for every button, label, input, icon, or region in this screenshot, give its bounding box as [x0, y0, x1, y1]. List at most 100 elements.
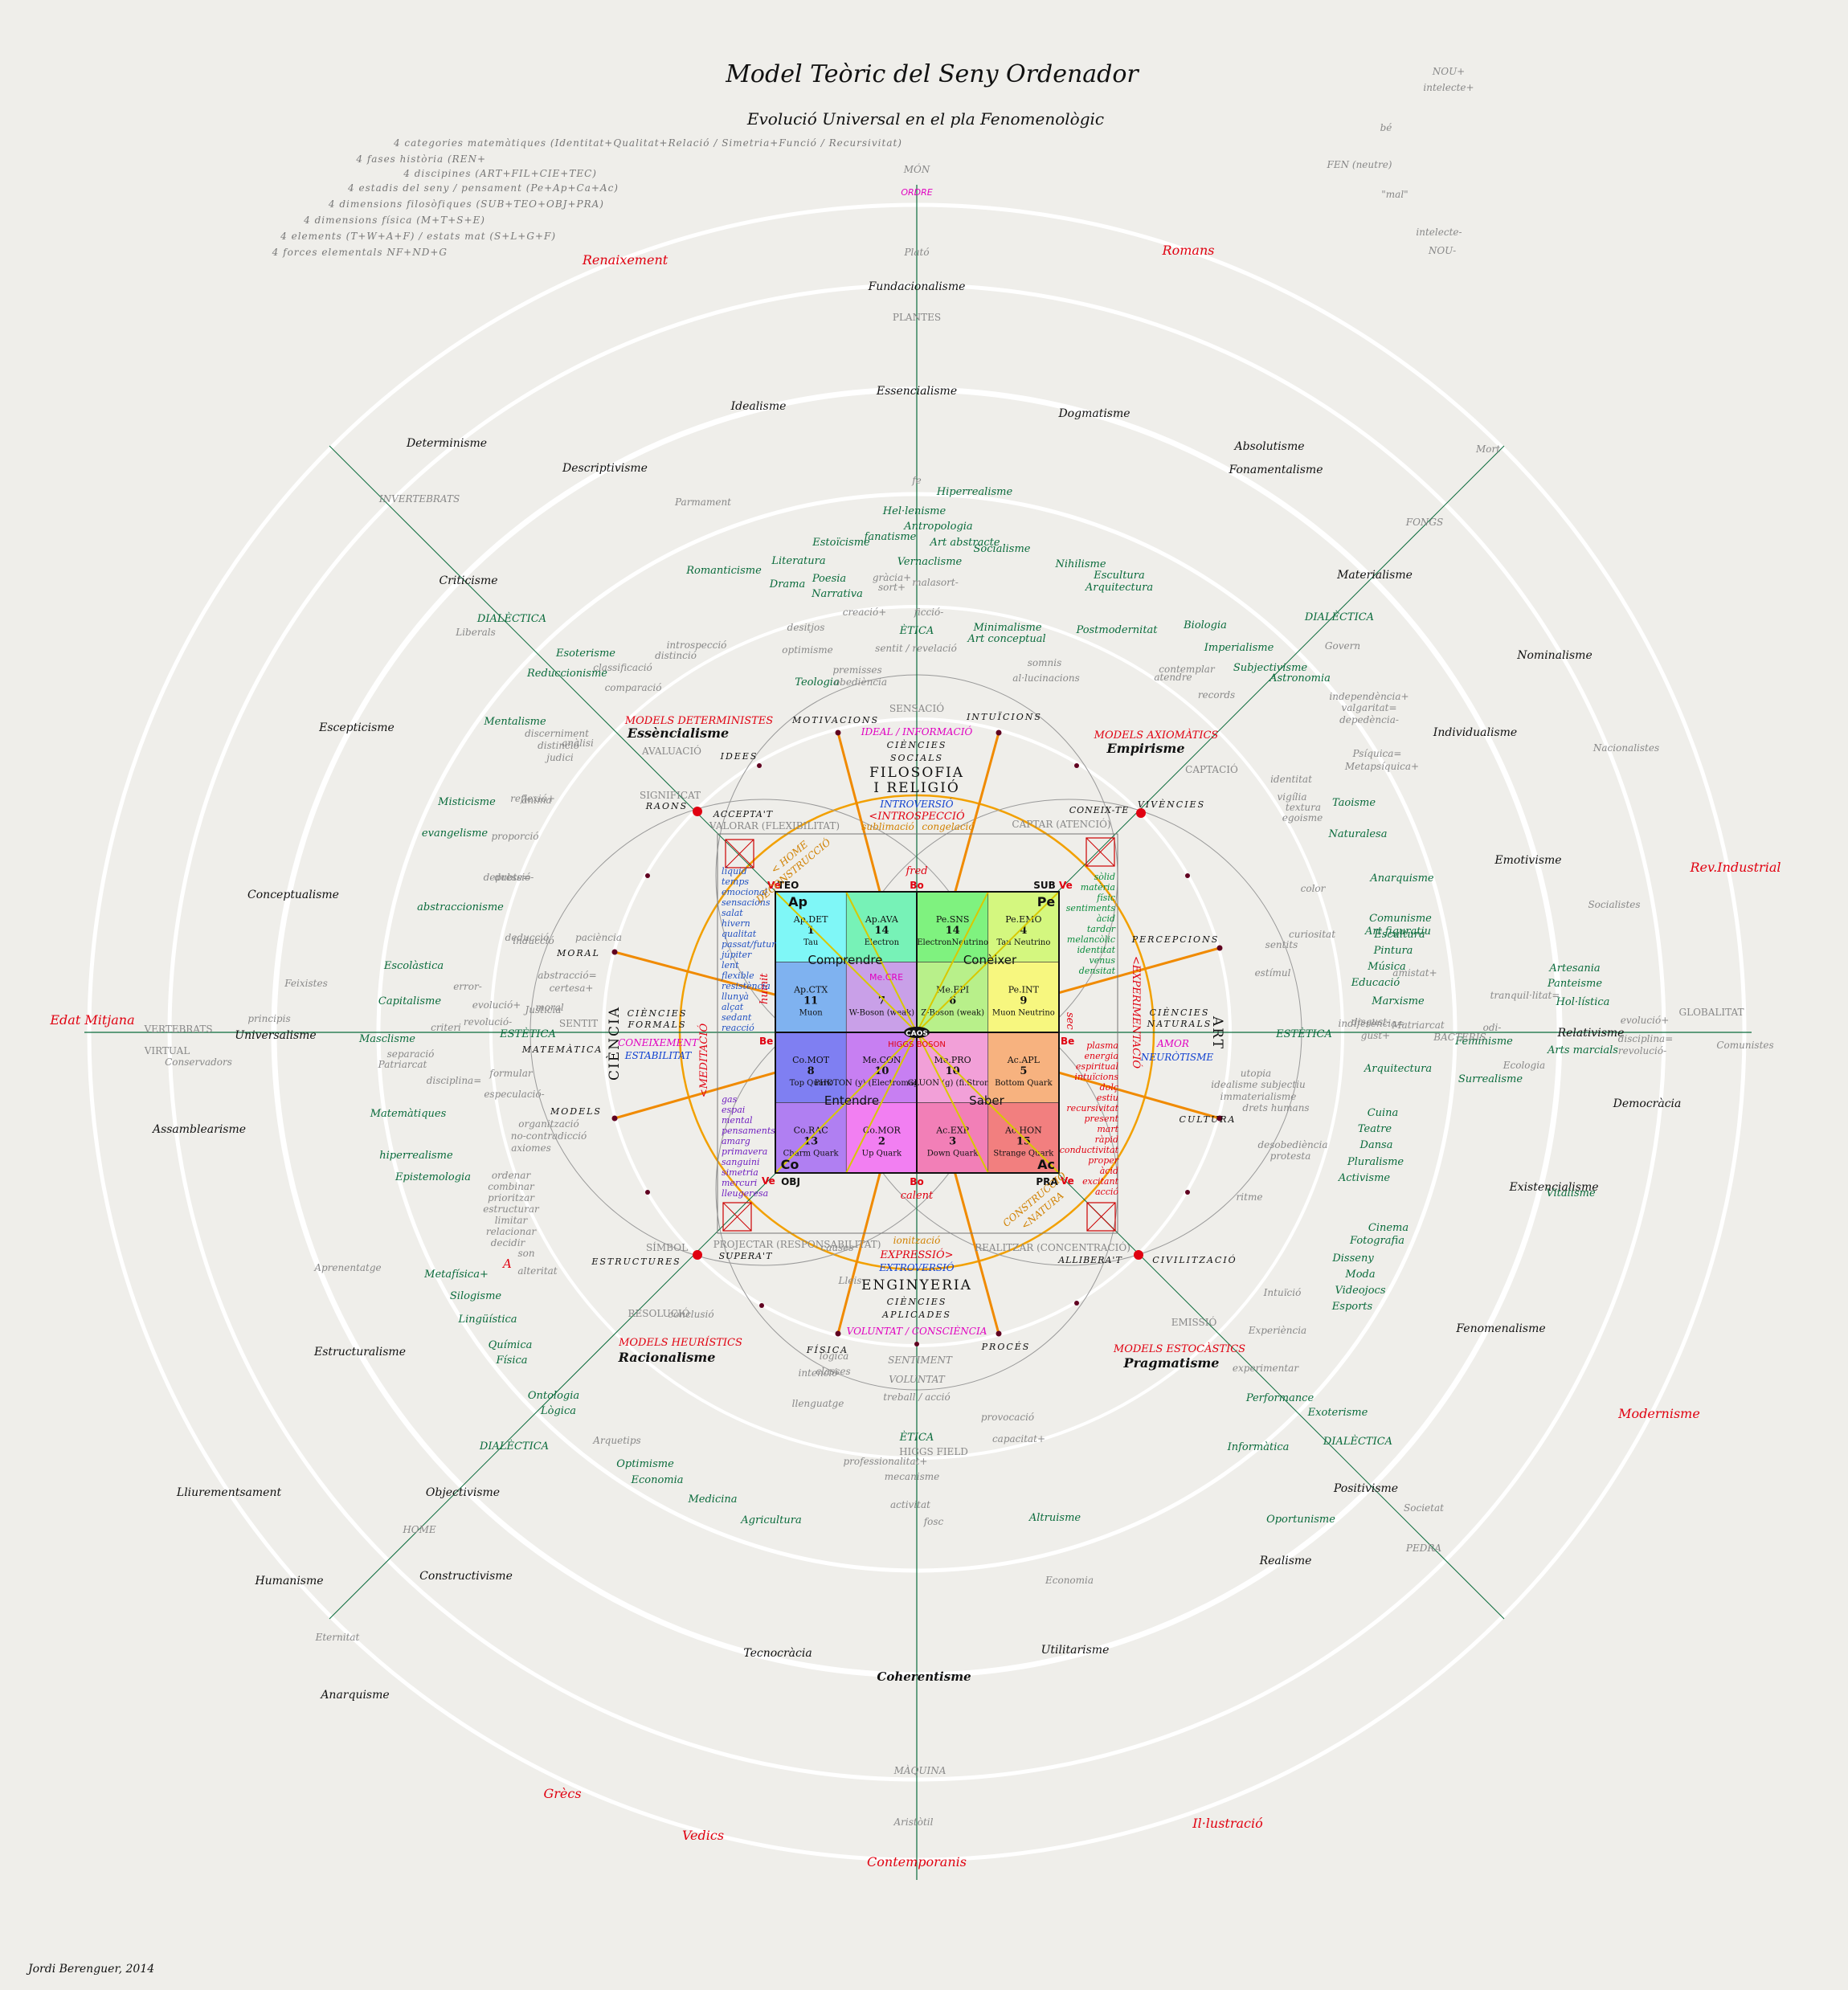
term-label: Hel·lenisme: [882, 505, 946, 517]
cell-code: Co.RAC: [794, 1126, 828, 1136]
philosophy-label: Constructivisme: [419, 1570, 513, 1583]
term-label: Nihilisme: [1054, 558, 1106, 570]
dialectica-label: DIALÈCTICA: [479, 1440, 549, 1453]
ring-label: SENSACIÓ: [889, 701, 944, 714]
term-label: Teatre: [1358, 1123, 1392, 1135]
side-word: qualitat: [722, 929, 757, 939]
state-tag: Ve: [1061, 1175, 1074, 1187]
annotation-label: Lleis: [838, 1275, 862, 1286]
annotation-label: somnis: [1028, 657, 1062, 668]
cell-code: Ap.AVA: [865, 914, 899, 925]
term-label: Economia: [630, 1474, 683, 1486]
moisture-wet: humit: [758, 973, 771, 1004]
annotation-label: mecanisme: [885, 1471, 940, 1482]
model-name: Pragmatisme: [1123, 1355, 1220, 1371]
cell-number: 15: [1016, 1136, 1031, 1148]
annotation-label: decidir: [491, 1237, 526, 1248]
term-label: Capitalisme: [378, 995, 441, 1007]
term-label: Arts marcials: [1547, 1044, 1618, 1056]
annotation-label: identitat: [1270, 774, 1312, 785]
annotation-label: capacitat+: [992, 1433, 1045, 1444]
side-word: espiritual: [1076, 1061, 1119, 1072]
annotation-label: optimisme: [782, 644, 832, 656]
dot: [1216, 1115, 1223, 1122]
cell-number: 6: [949, 995, 956, 1007]
term-label: Cinema: [1368, 1222, 1408, 1234]
cell-number: 1: [807, 925, 815, 937]
corner-phrase: ALLIBERA'T: [1057, 1255, 1122, 1265]
note-line: 4 categories matemàtiques (Identitat+Qua…: [393, 137, 902, 149]
side-word: present: [1085, 1114, 1119, 1124]
annotation-label: PEDRA: [1405, 1543, 1441, 1554]
annotation-label: Arquetips: [592, 1435, 640, 1446]
side-word: dolç: [1100, 1082, 1118, 1093]
side-word: lent: [722, 960, 739, 970]
center-grid-border: CAOS: [775, 891, 1060, 1174]
term-label: Medicina: [687, 1494, 737, 1506]
era-label: Il·lustració: [1192, 1816, 1263, 1831]
annotation-label: experimentar: [1233, 1363, 1299, 1374]
term-label: Arquitectura: [1364, 1063, 1432, 1075]
side-word: proper: [1088, 1155, 1118, 1166]
annotation-label: NOU+: [1432, 66, 1466, 77]
side-word: reacció: [722, 1023, 754, 1033]
side-word: mercuri: [722, 1178, 757, 1188]
discipline-label: CIÈNCIA: [606, 1006, 623, 1081]
era-label: Modernisme: [1617, 1406, 1700, 1421]
dot: [645, 1190, 650, 1195]
cell-number: 9: [1020, 995, 1027, 1007]
corner-box: [1085, 837, 1115, 867]
philosophy-label: Assamblearisme: [151, 1123, 246, 1136]
cell-code: Pe.INT: [1008, 985, 1040, 995]
cell-number: 10: [946, 1065, 960, 1077]
side-word: espai: [722, 1105, 745, 1115]
annotation-label: provocació: [981, 1412, 1034, 1423]
annotation-label: desobediència: [1257, 1139, 1327, 1150]
note-line: 4 dimensions física (M+T+S+E): [303, 215, 485, 226]
cell-particle: Tau Neutrino: [996, 938, 1050, 947]
dot: [1185, 873, 1190, 878]
term-label: Vitalisme: [1546, 1187, 1596, 1199]
term-label: Matemàtiques: [370, 1108, 447, 1120]
temperature-cold: fred: [905, 865, 927, 877]
philosophy-label: Emotivisme: [1494, 854, 1561, 867]
grid-cell: [917, 1102, 989, 1174]
term-label: Estoïcisme: [812, 537, 870, 549]
annotation-label: BACTERIS: [1433, 1032, 1486, 1043]
annotation-label: deducció: [505, 932, 550, 943]
term-label: Drama: [769, 578, 805, 590]
term-label: Socialisme: [974, 543, 1031, 555]
era-label: Vedics: [682, 1828, 724, 1843]
annotation-label: Conservadors: [165, 1056, 232, 1068]
annotation-label: Metapsíquica+: [1344, 761, 1419, 772]
page-title: Model Teòric del Seny Ordenador: [725, 60, 1139, 88]
axis-label: VIRTUAL: [144, 1045, 190, 1056]
annotation-label: lògica: [820, 1351, 848, 1362]
annotation-label: certesa+: [550, 983, 594, 994]
side-word: simetria: [722, 1167, 758, 1178]
annotation-label: causes: [820, 1242, 853, 1253]
annotation-label: distinció: [655, 650, 697, 661]
era-label: Grècs: [543, 1786, 581, 1801]
cell-code: Ap.CTX: [793, 985, 828, 995]
annotation-label: Socialistes: [1588, 899, 1640, 910]
philosophy-label: Absolutisme: [1233, 440, 1304, 453]
dot: [757, 763, 762, 768]
cell-number: 7: [878, 995, 885, 1007]
side-word: matèria: [1081, 882, 1115, 893]
annotation-label: bé: [1380, 122, 1392, 133]
philosophy-label: Humanisme: [254, 1575, 323, 1588]
annotation-label: proporció: [491, 831, 538, 842]
mode-label: NEURÒTISME: [1140, 1050, 1213, 1063]
dimension-tag: TEO: [778, 880, 799, 891]
cell-number: 10: [874, 1065, 889, 1077]
temperature-hot: calent: [901, 1190, 934, 1202]
term-label: Metafísica+: [423, 1269, 489, 1281]
corner-phrase: CONEIX-TE: [1069, 805, 1130, 815]
term-label: Anarquisme: [1369, 872, 1434, 885]
annotation-label: evolució+: [472, 999, 521, 1011]
side-word: energia: [1085, 1051, 1118, 1061]
axis-label: PLANTES: [893, 312, 941, 323]
annotation-label: Matriarcat: [1391, 1020, 1445, 1031]
